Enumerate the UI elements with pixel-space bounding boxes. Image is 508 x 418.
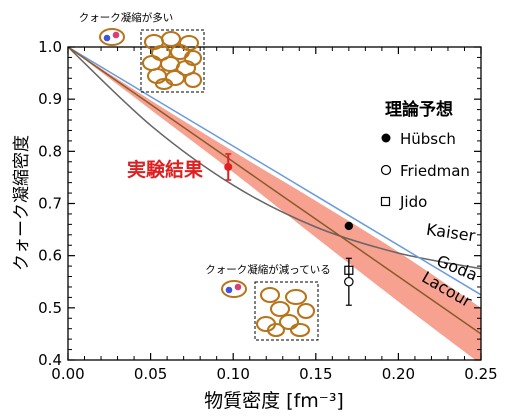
legend-marker-open-square <box>380 196 391 207</box>
x-axis-title: 物質密度 [fm⁻³] <box>204 390 344 412</box>
band-layer <box>68 47 481 360</box>
y-tick-label: 0.7 <box>38 195 62 213</box>
x-tick-label: 0.10 <box>216 365 249 383</box>
annotation-bottom: クォーク凝縮が減っている <box>205 263 330 276</box>
band-area <box>68 47 481 360</box>
y-tick-label: 0.5 <box>38 299 62 317</box>
x-tick-label: 0.15 <box>299 365 332 383</box>
x-tick-label: 0.05 <box>134 365 167 383</box>
curve-label-kaiser: Kaiser <box>425 220 477 246</box>
x-tick-label: 0.20 <box>382 365 415 383</box>
y-tick-label: 1.0 <box>38 38 62 56</box>
y-tick-label: 0.4 <box>38 351 62 369</box>
tick-layer: 0.00 0.05 0.10 0.15 0.20 0.25 0.4 0.5 0.6 0.7 0.8 0… <box>38 38 498 383</box>
legend-label-hubsch: Hübsch <box>400 130 456 148</box>
condensate-box-dense <box>140 29 205 93</box>
experiment-label: 実験結果 <box>127 158 203 181</box>
legend-marker-open-circle <box>380 164 392 176</box>
curve-lacour <box>68 47 481 335</box>
x-tick-label: 0.00 <box>51 365 84 383</box>
annotation-top: クォーク凝縮が多い <box>79 11 174 24</box>
legend-label-friedman: Friedman <box>400 162 470 180</box>
legend-marker-filled-circle <box>381 133 391 143</box>
hadron-icon <box>221 280 247 298</box>
y-tick-label: 0.9 <box>38 90 62 108</box>
experiment-layer <box>224 153 233 181</box>
curve-layer <box>68 47 481 335</box>
hadron-icon <box>99 28 125 46</box>
legend-label-jido: Jido <box>399 193 427 211</box>
illustration-low-condensate: クォーク凝縮が減っている <box>205 263 331 341</box>
x-tick-label: 0.25 <box>464 365 497 383</box>
theory-point-hbsch <box>344 221 354 231</box>
y-tick-label: 0.8 <box>38 142 62 160</box>
y-axis-title: クォーク凝縮密度 <box>12 135 32 271</box>
curve-goda <box>68 47 481 296</box>
theory-point-friedman <box>344 276 354 287</box>
condensate-box-sparse <box>254 281 319 341</box>
curve-kaiser <box>68 47 481 270</box>
legend: 理論予想 Hübsch Friedman Jido <box>380 99 470 211</box>
y-tick-label: 0.6 <box>38 247 62 265</box>
legend-title: 理論予想 <box>385 99 453 120</box>
theory-layer <box>344 221 354 306</box>
illustration-high-condensate: クォーク凝縮が多い <box>79 11 205 93</box>
experiment-point <box>224 162 233 171</box>
